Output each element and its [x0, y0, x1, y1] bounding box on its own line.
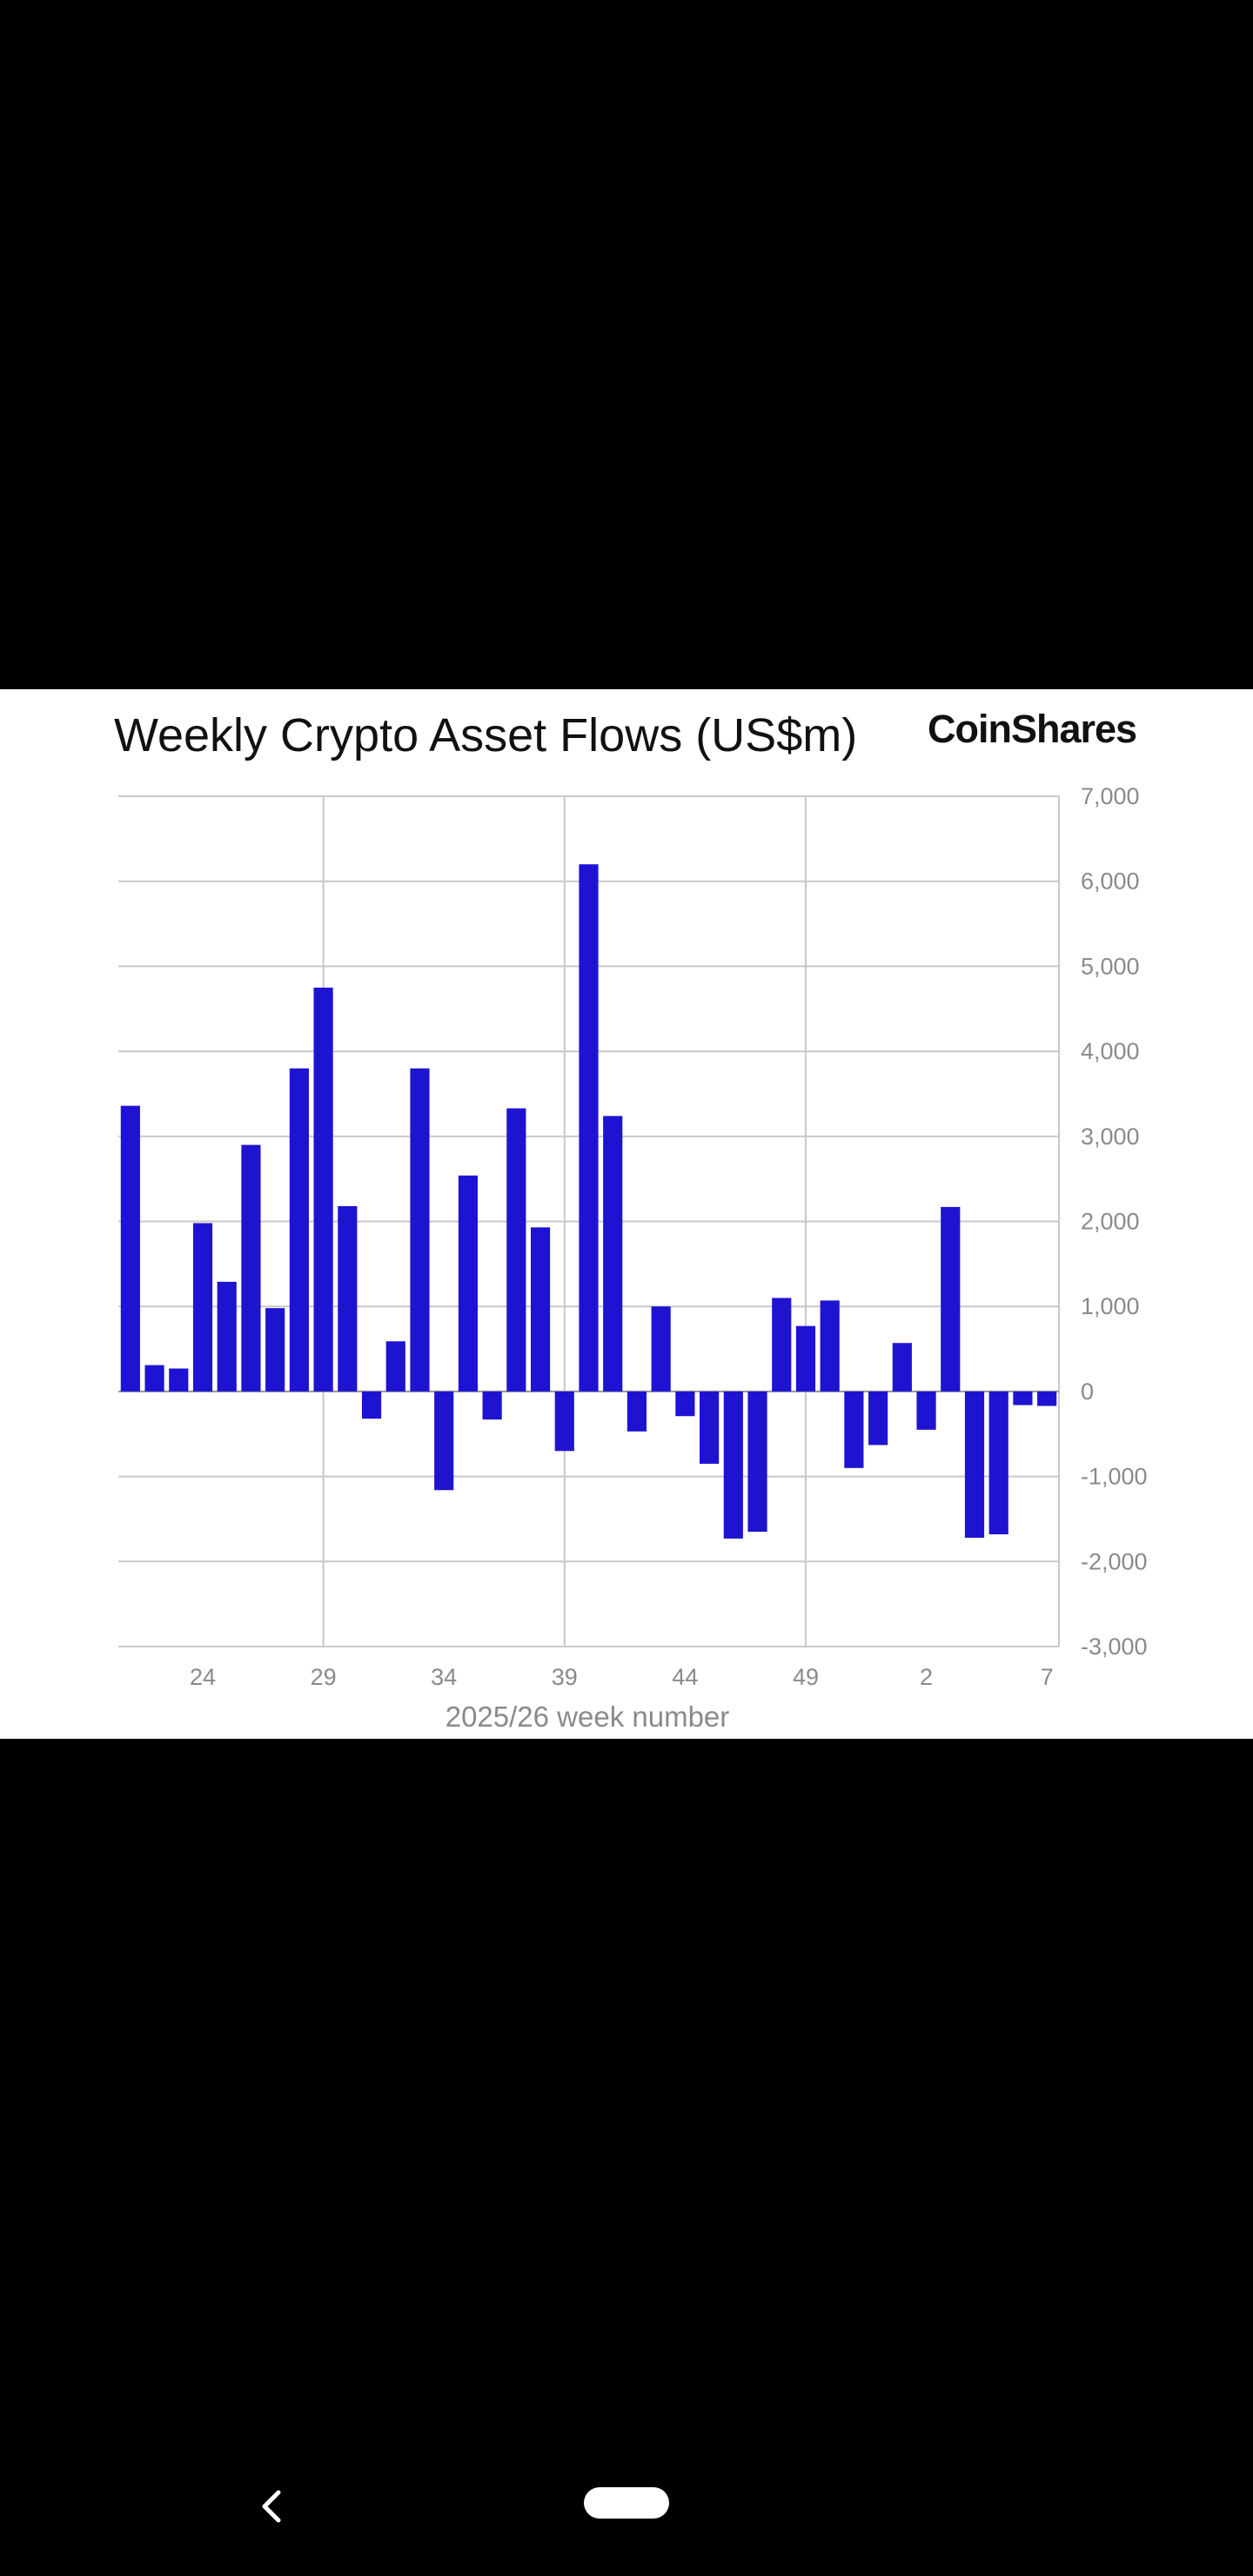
bar-week-36	[482, 1391, 502, 1420]
bar-week-25	[217, 1281, 237, 1392]
bar-week-47	[747, 1391, 767, 1533]
x-tick-label: 44	[672, 1664, 698, 1690]
navigation-bar	[0, 2437, 1253, 2576]
bar-week-48	[772, 1298, 792, 1392]
bar-week-2	[916, 1391, 936, 1430]
bar-week-26	[241, 1144, 261, 1392]
bar-week-42	[626, 1391, 647, 1432]
y-tick-label: 2,000	[1081, 1209, 1140, 1235]
coinshares-logo: CoinShares	[928, 707, 1137, 751]
y-tick-label: 0	[1081, 1379, 1094, 1405]
bar-week-28	[289, 1068, 309, 1392]
x-tick-label: 7	[1041, 1664, 1054, 1690]
x-axis-title: 2025/26 week number	[446, 1701, 730, 1733]
y-axis: 7,000 6,000 5,000 4,000 3,000 2,000 1,000 0 -1,0…	[1081, 783, 1148, 1660]
bar-week-39	[554, 1391, 574, 1452]
bar-week-33	[410, 1068, 430, 1392]
chart-title: Weekly Crypto Asset Flows (US$m)	[114, 709, 858, 761]
y-tick-label: 3,000	[1081, 1124, 1140, 1150]
bar-week-30	[338, 1205, 358, 1392]
y-tick-label: 4,000	[1081, 1038, 1140, 1064]
bar-series	[120, 864, 1057, 1539]
bar-week-21	[120, 1105, 140, 1392]
bar-week-38	[530, 1227, 551, 1392]
x-tick-label: 24	[190, 1664, 216, 1690]
bar-week-43	[651, 1306, 671, 1392]
bar-week-37	[506, 1108, 526, 1392]
y-tick-label: 6,000	[1081, 869, 1140, 895]
bar-week-50	[820, 1300, 840, 1392]
bar-week-24	[192, 1223, 213, 1392]
bar-week-51	[844, 1391, 864, 1468]
bar-week-41	[603, 1116, 623, 1392]
bar-week-4	[964, 1391, 985, 1538]
bar-week-49	[795, 1325, 816, 1392]
bar-week-27	[265, 1308, 285, 1392]
bar-week-22	[144, 1365, 164, 1392]
bar-week-3	[941, 1206, 961, 1392]
bar-week-44	[675, 1391, 695, 1417]
bar-week-40	[579, 864, 599, 1392]
back-button[interactable]	[245, 2479, 301, 2534]
bar-week-1	[892, 1343, 912, 1392]
bar-week-35	[458, 1175, 478, 1392]
bar-week-5	[988, 1391, 1008, 1535]
y-tick-label: 1,000	[1081, 1293, 1140, 1319]
x-tick-label: 2	[920, 1664, 933, 1690]
bar-week-45	[700, 1391, 720, 1464]
bar-week-6	[1013, 1391, 1033, 1405]
x-tick-label: 34	[431, 1664, 457, 1690]
y-tick-label: -2,000	[1081, 1548, 1148, 1574]
y-tick-label: 7,000	[1081, 783, 1140, 809]
bar-week-23	[169, 1368, 189, 1392]
home-button[interactable]	[584, 2487, 669, 2519]
chart-image: 7,000 6,000 5,000 4,000 3,000 2,000 1,000 0 -1,0…	[0, 689, 1253, 1739]
x-tick-label: 49	[793, 1664, 819, 1690]
bar-chart: 7,000 6,000 5,000 4,000 3,000 2,000 1,000 0 -1,0…	[118, 783, 1148, 1733]
bar-week-34	[434, 1391, 454, 1491]
x-tick-label: 39	[552, 1664, 578, 1690]
bar-week-46	[723, 1391, 743, 1539]
y-tick-label: -1,000	[1081, 1464, 1148, 1490]
x-tick-label: 29	[311, 1664, 337, 1690]
bar-week-31	[361, 1391, 382, 1419]
bar-week-52	[868, 1391, 888, 1446]
bar-week-32	[385, 1341, 405, 1392]
chevron-left-icon	[262, 2490, 281, 2523]
y-tick-label: -3,000	[1081, 1633, 1148, 1660]
y-tick-label: 5,000	[1081, 953, 1140, 979]
bar-week-7	[1037, 1391, 1057, 1406]
bar-week-29	[313, 987, 333, 1392]
x-axis: 24 29 34 39 44 49 2 7	[190, 1664, 1054, 1690]
